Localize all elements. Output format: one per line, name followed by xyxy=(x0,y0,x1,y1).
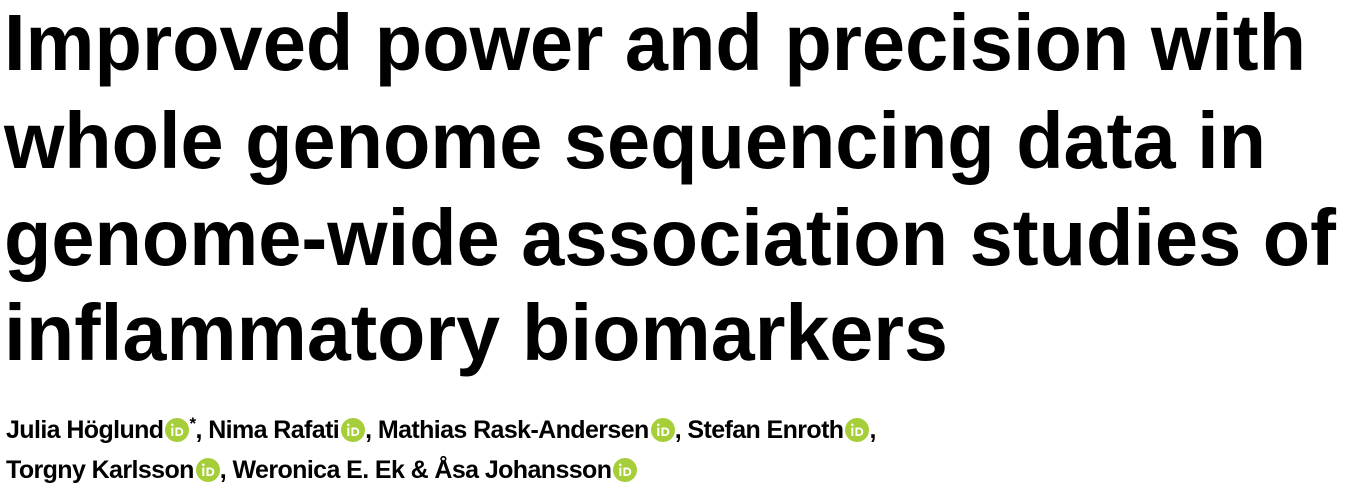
author-name: Torgny Karlsson xyxy=(6,456,194,484)
separator: , xyxy=(219,456,233,484)
author-line: Torgny Karlsson, Weronica E. Ek & Åsa Jo… xyxy=(6,450,876,490)
separator: , xyxy=(365,416,378,444)
separator: , xyxy=(869,416,876,444)
orcid-icon[interactable] xyxy=(650,418,675,442)
title-line: inflammatory biomarkers xyxy=(4,288,948,377)
orcid-icon[interactable] xyxy=(165,418,190,442)
author-name: Mathias Rask-Andersen xyxy=(377,416,649,444)
title-line: Improved power and precision with xyxy=(4,0,1306,87)
author-name: Julia Höglund xyxy=(6,416,164,444)
separator: , xyxy=(674,416,688,444)
orcid-icon[interactable] xyxy=(845,418,870,442)
author-name: Åsa Johansson xyxy=(434,456,612,484)
author-list: Julia Höglund *, Nima Rafati, Mathias Ras… xyxy=(6,410,876,490)
corresponding-mark: * xyxy=(189,414,196,433)
separator: & xyxy=(404,456,435,484)
title: Improved power and precision with whole g… xyxy=(3,0,1336,377)
separator: , xyxy=(195,416,209,444)
author-line: Julia Höglund *, Nima Rafati, Mathias Ras… xyxy=(6,410,876,450)
author-name: Nima Rafati xyxy=(208,416,340,444)
orcid-icon[interactable] xyxy=(341,418,366,442)
orcid-icon[interactable] xyxy=(195,458,220,482)
author-name: Stefan Enroth xyxy=(687,416,844,444)
title-line: genome-wide association studies of xyxy=(4,193,1336,282)
title-line: whole genome sequencing data in xyxy=(3,96,1266,185)
author-name: Weronica E. Ek xyxy=(232,456,405,484)
orcid-icon[interactable] xyxy=(613,458,638,482)
